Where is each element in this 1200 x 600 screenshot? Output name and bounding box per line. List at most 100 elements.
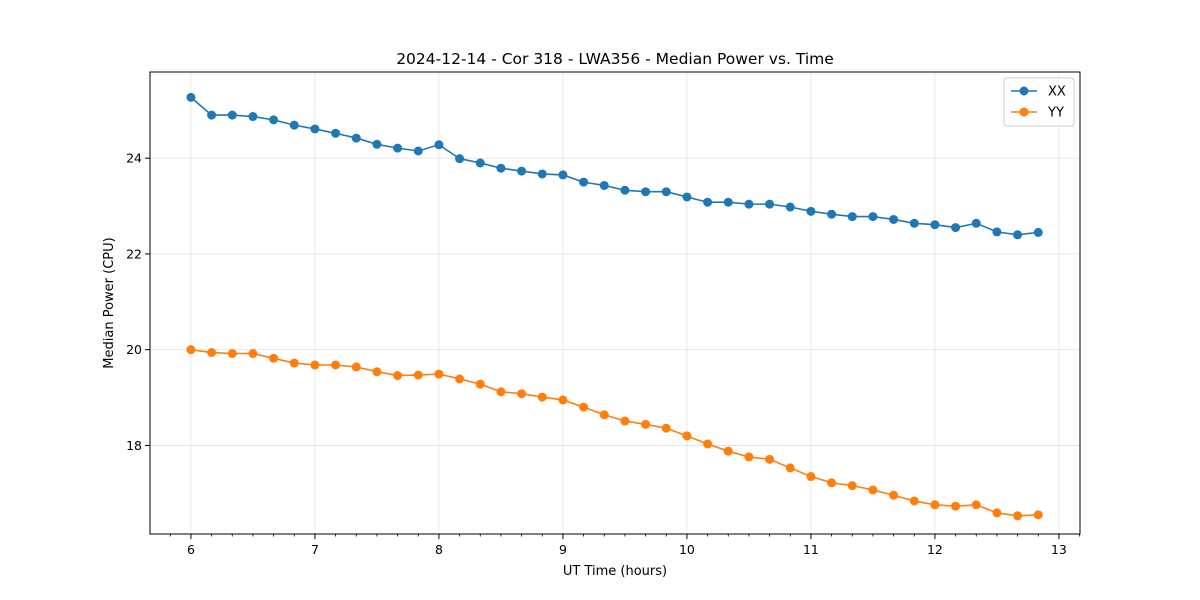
data-point-xx bbox=[1013, 230, 1023, 240]
x-tick-label: 13 bbox=[1051, 542, 1067, 557]
data-point-xx bbox=[207, 110, 217, 120]
data-point-xx bbox=[765, 199, 775, 209]
x-axis-label: UT Time (hours) bbox=[563, 564, 667, 579]
data-point-yy bbox=[496, 387, 506, 397]
data-point-yy bbox=[765, 454, 775, 464]
data-point-yy bbox=[372, 367, 382, 377]
data-point-xx bbox=[1033, 227, 1043, 237]
chart-title: 2024-12-14 - Cor 318 - LWA356 - Median P… bbox=[396, 50, 834, 68]
data-point-yy bbox=[537, 392, 547, 402]
x-tick-label: 11 bbox=[803, 542, 819, 557]
data-point-yy bbox=[579, 402, 589, 412]
x-tick-label: 9 bbox=[559, 542, 567, 557]
data-point-xx bbox=[517, 166, 527, 176]
legend-label-xx: XX bbox=[1048, 85, 1066, 100]
data-point-xx bbox=[951, 223, 961, 233]
data-point-xx bbox=[971, 218, 981, 228]
data-point-yy bbox=[889, 490, 899, 500]
data-point-yy bbox=[475, 379, 485, 389]
data-point-yy bbox=[641, 419, 651, 429]
data-point-yy bbox=[682, 431, 692, 441]
data-point-xx bbox=[992, 227, 1002, 237]
data-point-xx bbox=[434, 140, 444, 150]
y-axis-label: Median Power (CPU) bbox=[102, 237, 117, 368]
data-point-yy bbox=[992, 508, 1002, 518]
data-point-xx bbox=[227, 110, 237, 120]
data-point-xx bbox=[269, 115, 279, 125]
data-point-xx bbox=[331, 128, 341, 138]
data-point-xx bbox=[496, 163, 506, 173]
data-point-yy bbox=[310, 360, 320, 370]
data-point-xx bbox=[620, 185, 630, 195]
x-tick-label: 7 bbox=[311, 542, 319, 557]
x-tick-label: 6 bbox=[187, 542, 195, 557]
data-point-yy bbox=[269, 353, 279, 363]
data-point-xx bbox=[310, 124, 320, 134]
data-point-xx bbox=[579, 177, 589, 187]
data-point-yy bbox=[868, 485, 878, 495]
y-tick-label: 18 bbox=[126, 438, 142, 453]
data-point-xx bbox=[827, 209, 837, 219]
data-point-xx bbox=[909, 218, 919, 228]
data-point-yy bbox=[1033, 510, 1043, 520]
data-point-yy bbox=[909, 496, 919, 506]
data-point-xx bbox=[186, 92, 196, 102]
data-point-yy bbox=[723, 446, 733, 456]
y-tick-label: 20 bbox=[126, 342, 142, 357]
y-tick-label: 24 bbox=[126, 151, 142, 166]
data-point-yy bbox=[289, 358, 299, 368]
data-point-xx bbox=[806, 206, 816, 216]
data-point-yy bbox=[806, 472, 816, 482]
legend-marker-xx bbox=[1019, 86, 1029, 96]
data-point-xx bbox=[682, 192, 692, 202]
y-axis-ticks: 18 20 22 24 bbox=[126, 151, 150, 453]
data-point-yy bbox=[351, 362, 361, 372]
data-point-xx bbox=[930, 220, 940, 230]
data-point-xx bbox=[723, 197, 733, 207]
data-point-xx bbox=[868, 212, 878, 222]
data-point-yy bbox=[393, 371, 403, 381]
data-point-yy bbox=[517, 389, 527, 399]
data-point-xx bbox=[661, 187, 671, 197]
data-point-yy bbox=[1013, 511, 1023, 521]
data-point-yy bbox=[744, 452, 754, 462]
data-point-xx bbox=[413, 146, 423, 156]
data-point-yy bbox=[558, 395, 568, 405]
data-point-yy bbox=[413, 370, 423, 380]
data-point-xx bbox=[641, 187, 651, 197]
series-layer bbox=[186, 92, 1043, 521]
x-tick-label: 10 bbox=[679, 542, 695, 557]
data-point-yy bbox=[248, 349, 258, 359]
y-tick-label: 22 bbox=[126, 246, 142, 261]
x-tick-label: 12 bbox=[927, 542, 943, 557]
data-point-yy bbox=[434, 369, 444, 379]
data-point-xx bbox=[703, 197, 713, 207]
data-point-xx bbox=[889, 214, 899, 224]
data-point-xx bbox=[558, 170, 568, 180]
data-point-yy bbox=[599, 410, 609, 420]
data-point-xx bbox=[351, 133, 361, 143]
data-point-xx bbox=[537, 169, 547, 179]
data-point-xx bbox=[847, 212, 857, 222]
data-point-xx bbox=[475, 158, 485, 168]
data-point-yy bbox=[455, 374, 465, 384]
data-point-yy bbox=[331, 360, 341, 370]
data-point-xx bbox=[785, 202, 795, 212]
data-point-yy bbox=[827, 478, 837, 488]
data-point-yy bbox=[620, 416, 630, 426]
legend-marker-yy bbox=[1019, 107, 1029, 117]
legend: XX YY bbox=[1003, 77, 1075, 127]
data-point-yy bbox=[186, 345, 196, 355]
x-axis-ticks: 6 7 8 9 10 11 12 13 bbox=[169, 534, 1080, 557]
data-point-yy bbox=[227, 349, 237, 359]
data-point-yy bbox=[971, 500, 981, 510]
data-point-xx bbox=[744, 199, 754, 209]
data-point-yy bbox=[930, 500, 940, 510]
data-point-xx bbox=[455, 154, 465, 164]
data-point-xx bbox=[372, 139, 382, 149]
data-point-yy bbox=[951, 501, 961, 511]
data-point-xx bbox=[289, 120, 299, 130]
x-tick-label: 8 bbox=[435, 542, 443, 557]
